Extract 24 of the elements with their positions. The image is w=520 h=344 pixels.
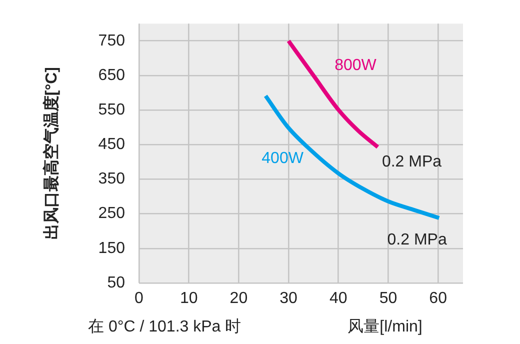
y-tick-label: 550 bbox=[98, 101, 126, 118]
x-tick-label: 30 bbox=[280, 290, 298, 308]
series-label: 800W bbox=[334, 56, 378, 74]
x-tick-label: 50 bbox=[379, 290, 398, 308]
y-axis-title: 出风口最高空气温度[°C] bbox=[41, 66, 60, 240]
line-series bbox=[286, 38, 380, 150]
text: 在 0°C / 101.3 kPa 时 bbox=[88, 317, 242, 336]
x-axis-title: 风量[l/min] bbox=[348, 318, 422, 336]
line-series bbox=[264, 94, 442, 220]
x-tick-label: 0 bbox=[134, 290, 144, 308]
annotation: 0.2 MPa bbox=[387, 231, 447, 248]
series-label: 400W bbox=[262, 150, 304, 168]
y-tick-label: 150 bbox=[98, 240, 126, 257]
annotation: 0.2 MPa bbox=[382, 153, 442, 170]
y-tick-label: 350 bbox=[98, 170, 126, 188]
x-tick-label: 40 bbox=[329, 290, 348, 308]
x-tick-label: 10 bbox=[180, 290, 198, 308]
x-tick-label: 20 bbox=[230, 290, 248, 308]
y-tick-label: 250 bbox=[98, 205, 126, 222]
y-tick-label: 450 bbox=[98, 136, 126, 154]
y-tick-label: 650 bbox=[98, 66, 126, 84]
x-tick-label: 60 bbox=[429, 290, 448, 308]
y-tick-label: 50 bbox=[107, 274, 126, 292]
y-tick-label: 750 bbox=[98, 32, 126, 50]
